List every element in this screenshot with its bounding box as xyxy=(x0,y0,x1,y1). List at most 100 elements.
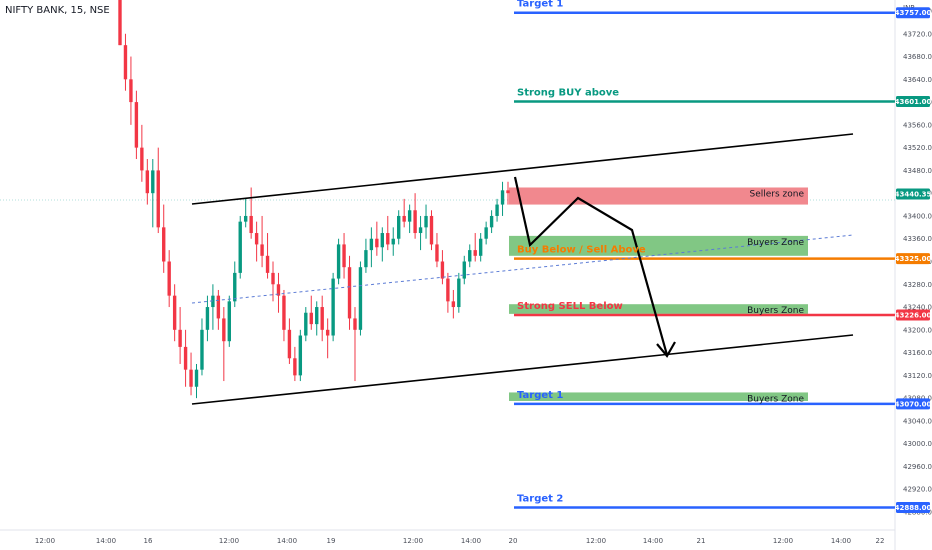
candle-body[interactable] xyxy=(435,244,439,262)
candle-body[interactable] xyxy=(315,307,319,325)
candle-body[interactable] xyxy=(189,369,193,387)
candle-body[interactable] xyxy=(298,335,303,376)
price-tick-label: 43480.00 xyxy=(903,167,932,175)
zone-label: Sellers zone xyxy=(749,189,804,199)
candle-body[interactable] xyxy=(271,272,275,285)
level-label: Strong BUY above xyxy=(517,88,619,99)
candle-body[interactable] xyxy=(375,238,379,248)
projection-path[interactable] xyxy=(513,176,669,356)
level-price-badge-text: 43325.00 xyxy=(895,255,932,263)
candle-body[interactable] xyxy=(222,318,226,342)
time-tick-label: 16 xyxy=(144,537,153,545)
candle-body[interactable] xyxy=(167,261,171,296)
time-tick-label: 14:00 xyxy=(461,537,481,545)
candle-body[interactable] xyxy=(129,79,133,103)
candle-body[interactable] xyxy=(162,227,166,262)
candle-body[interactable] xyxy=(140,147,144,171)
candle-body[interactable] xyxy=(342,244,346,268)
candle-body[interactable] xyxy=(478,238,483,256)
level-price-badge-text: 43070.00 xyxy=(895,400,932,408)
channel-upper-line[interactable] xyxy=(191,133,854,205)
candle-body[interactable] xyxy=(276,284,281,296)
candle-body[interactable] xyxy=(254,233,259,245)
level-price-badge xyxy=(896,309,930,321)
candle-body[interactable] xyxy=(178,329,182,347)
level-price-badge xyxy=(896,398,930,410)
candle-body[interactable] xyxy=(249,215,253,234)
zone-box-buy[interactable] xyxy=(509,392,808,401)
candle-body[interactable] xyxy=(457,278,461,308)
candle-body[interactable] xyxy=(183,346,188,370)
candle-body[interactable] xyxy=(397,215,401,239)
channel-drawings xyxy=(191,133,854,405)
candle-body[interactable] xyxy=(386,233,390,245)
candle-body[interactable] xyxy=(489,215,494,228)
candle-body[interactable] xyxy=(260,244,264,256)
level-label: Target 1 xyxy=(517,0,563,10)
candle-body[interactable] xyxy=(495,204,499,216)
price-tick-label: 43280.00 xyxy=(903,281,932,289)
candle-body[interactable] xyxy=(243,215,248,222)
candle-body[interactable] xyxy=(484,227,488,239)
candle-body[interactable] xyxy=(451,301,456,308)
candle-body[interactable] xyxy=(325,329,330,336)
candle-body[interactable] xyxy=(364,250,368,268)
candle-body[interactable] xyxy=(506,190,510,194)
candle-body[interactable] xyxy=(304,312,308,336)
candle-body[interactable] xyxy=(287,329,292,359)
candle-body[interactable] xyxy=(282,295,286,330)
candle-body[interactable] xyxy=(468,250,472,262)
candle-body[interactable] xyxy=(358,267,363,330)
candle-body[interactable] xyxy=(391,238,395,245)
time-tick-label: 14:00 xyxy=(643,537,663,545)
candle-body[interactable] xyxy=(194,369,199,387)
candle-body[interactable] xyxy=(336,244,341,279)
time-tick-label: 21 xyxy=(697,537,706,545)
level-price-badge xyxy=(896,7,930,19)
price-tick-label: 43720.00 xyxy=(903,30,932,38)
price-tick-label: 43520.00 xyxy=(903,144,932,152)
candle-body[interactable] xyxy=(440,261,445,279)
price-tick-label: 42920.00 xyxy=(903,486,932,494)
candle-body[interactable] xyxy=(293,358,297,376)
candle-body[interactable] xyxy=(462,261,466,279)
candle-body[interactable] xyxy=(353,318,357,330)
candle-body[interactable] xyxy=(151,170,155,194)
candle-body[interactable] xyxy=(145,170,150,194)
candle-body[interactable] xyxy=(347,267,352,319)
candle-body[interactable] xyxy=(402,215,406,222)
candle-body[interactable] xyxy=(418,227,423,234)
channel-lower-line[interactable] xyxy=(191,334,854,405)
candle-body[interactable] xyxy=(227,301,231,342)
candle-body[interactable] xyxy=(265,255,270,273)
level-price-badge xyxy=(896,501,930,513)
candle-body[interactable] xyxy=(309,312,313,325)
candle-body[interactable] xyxy=(380,233,385,248)
candle-body[interactable] xyxy=(238,221,242,273)
candle-body[interactable] xyxy=(407,210,412,222)
zone-box-buy[interactable] xyxy=(509,304,808,314)
candle-body[interactable] xyxy=(413,210,417,234)
price-tick-label: 43120.00 xyxy=(903,372,932,380)
candle-body[interactable] xyxy=(424,215,428,228)
candle-body[interactable] xyxy=(134,102,139,148)
candle-body[interactable] xyxy=(123,45,128,80)
candle-body[interactable] xyxy=(500,190,505,205)
candle-body[interactable] xyxy=(205,307,210,330)
zone-box-buy[interactable] xyxy=(509,235,808,256)
candle-body[interactable] xyxy=(216,295,221,319)
candle-body[interactable] xyxy=(118,0,122,46)
channel-mid-line[interactable] xyxy=(191,234,854,304)
candle-body[interactable] xyxy=(473,250,477,256)
candle-body[interactable] xyxy=(233,272,237,302)
candle-body[interactable] xyxy=(200,329,204,370)
candle-body[interactable] xyxy=(320,307,324,330)
candle-body[interactable] xyxy=(369,238,374,251)
candle-body[interactable] xyxy=(172,295,177,330)
candle-body[interactable] xyxy=(331,278,335,336)
candle-body[interactable] xyxy=(156,170,160,228)
time-axis-ticks: 12:00 14:00 16 12:00 14:00 19 12:00 14:00 20 12:0… xyxy=(35,537,885,545)
candle-body[interactable] xyxy=(446,278,450,302)
candle-body[interactable] xyxy=(429,215,434,245)
